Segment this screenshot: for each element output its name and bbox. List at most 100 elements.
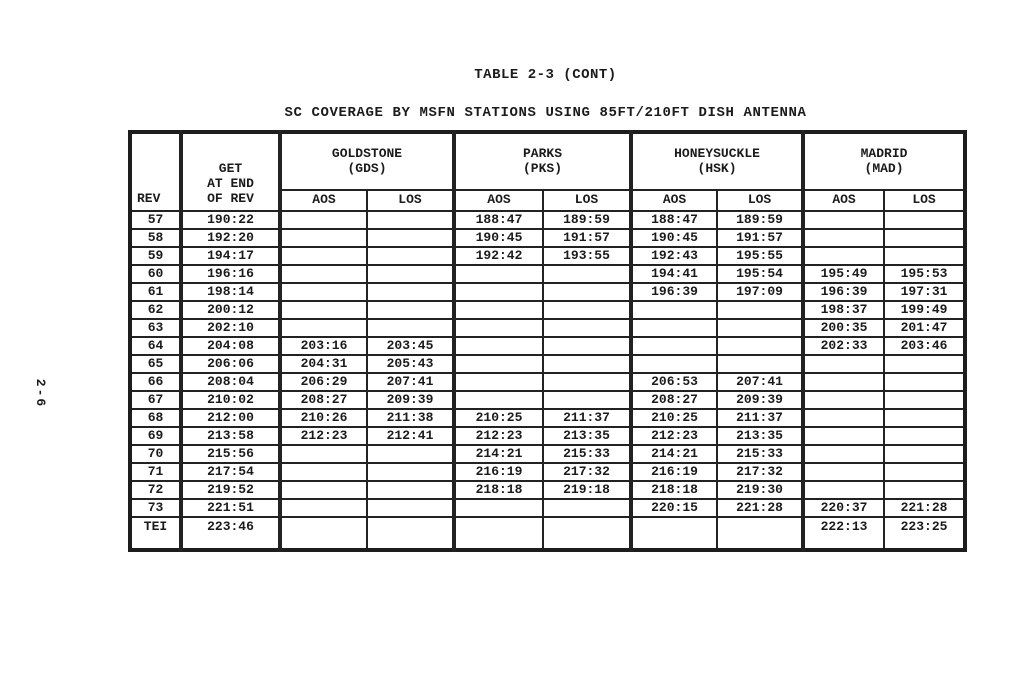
cell-get: 190:22 (179, 210, 281, 230)
table-row: 71 217:54 216:19 217:32 216:19 217:32 (129, 462, 967, 482)
row-rev-label: 60 (129, 264, 182, 284)
cell-gds-aos: 208:27 (278, 390, 368, 410)
cell-mad-aos (801, 426, 886, 446)
row-rev-label: 73 (129, 498, 182, 518)
cell-gds-aos: 204:31 (278, 354, 368, 374)
cell-hsk-los: 209:39 (716, 390, 805, 410)
cell-hsk-los (716, 336, 805, 356)
station-abbr: (PKS) (523, 160, 563, 176)
station-name: PARKS (523, 145, 563, 161)
row-rev-label: 65 (129, 354, 182, 374)
cell-gds-los (366, 264, 455, 284)
cell-pks-los (541, 336, 633, 356)
cell-get: 213:58 (179, 426, 281, 446)
row-rev-label: 58 (129, 228, 182, 248)
cell-mad-los (883, 462, 967, 482)
cell-mad-los: 221:28 (883, 498, 967, 518)
table-row: 67 210:02 208:27 209:39 208:27 209:39 (129, 390, 967, 410)
cell-pks-los (541, 372, 633, 392)
cell-hsk-los (716, 516, 805, 551)
station-header-madrid: MADRID (MAD) (801, 131, 967, 191)
cell-get: 206:06 (179, 354, 281, 374)
table-row: 60 196:16 194:41 195:54 195:49 195:53 (129, 264, 967, 284)
station-header-parks: PARKS (PKS) (451, 131, 633, 191)
table-subtitle: SC COVERAGE BY MSFN STATIONS USING 85FT/… (284, 105, 807, 121)
cell-mad-aos (801, 462, 886, 482)
table-row: 64 204:08 203:16 203:45 202:33 203:46 (129, 336, 967, 356)
gds-los-header: LOS (366, 189, 455, 212)
cell-gds-los (366, 282, 455, 302)
cell-hsk-aos: 214:21 (629, 444, 719, 464)
get-header-line: GET (218, 161, 243, 177)
table-row: 59 194:17 192:42 193:55 192:43 195:55 (129, 246, 967, 266)
cell-hsk-los: 197:09 (716, 282, 805, 302)
cell-mad-aos: 196:39 (801, 282, 886, 302)
table-row: 61 198:14 196:39 197:09 196:39 197:31 (129, 282, 967, 302)
cell-hsk-aos: 218:18 (629, 480, 719, 500)
cell-pks-aos: 192:42 (452, 246, 544, 266)
cell-mad-aos: 202:33 (801, 336, 886, 356)
cell-pks-los (541, 300, 633, 320)
cell-gds-aos (278, 210, 368, 230)
cell-mad-los (883, 354, 967, 374)
cell-pks-aos: 214:21 (452, 444, 544, 464)
cell-get: 204:08 (179, 336, 281, 356)
row-rev-label: 68 (129, 408, 182, 428)
cell-mad-aos (801, 444, 886, 464)
cell-pks-los: 217:32 (541, 462, 633, 482)
cell-pks-los (541, 354, 633, 374)
cell-get: 194:17 (179, 246, 281, 266)
cell-gds-los: 209:39 (366, 390, 455, 410)
cell-hsk-aos: 208:27 (629, 390, 719, 410)
cell-gds-aos (278, 516, 368, 551)
table-row: 68 212:00 210:26 211:38 210:25 211:37 210:25 21… (129, 408, 967, 428)
row-rev-label: 72 (129, 480, 182, 500)
cell-get: 196:16 (179, 264, 281, 284)
cell-hsk-los: 191:57 (716, 228, 805, 248)
cell-mad-los (883, 210, 967, 230)
cell-mad-los: 223:25 (883, 516, 967, 551)
cell-gds-aos (278, 462, 368, 482)
station-header-row: REV GET AT END OF REV GOLDSTONE (GDS) PA… (129, 131, 967, 212)
row-rev-label: 67 (129, 390, 182, 410)
cell-pks-los: 219:18 (541, 480, 633, 500)
row-rev-label: 59 (129, 246, 182, 266)
cell-pks-aos (452, 498, 544, 518)
table-row: 65 206:06 204:31 205:43 (129, 354, 967, 374)
table-row: 69 213:58 212:23 212:41 212:23 213:35 212:23 21… (129, 426, 967, 446)
cell-hsk-aos: 216:19 (629, 462, 719, 482)
get-header-line: AT END (207, 176, 254, 192)
cell-hsk-aos: 190:45 (629, 228, 719, 248)
cell-mad-los: 201:47 (883, 318, 967, 338)
table-title: TABLE 2-3 (CONT) (474, 67, 617, 83)
cell-pks-los: 189:59 (541, 210, 633, 230)
aos-los-header-row: AOS LOS AOS LOS AOS LOS AOS LOS (130, 189, 967, 212)
table-body: 57 190:22 188:47 189:59 188:47 189:59 58 192:20… (129, 210, 967, 551)
cell-pks-los: 211:37 (541, 408, 633, 428)
cell-get: 212:00 (179, 408, 281, 428)
cell-gds-los: 212:41 (366, 426, 455, 446)
cell-hsk-los: 211:37 (716, 408, 805, 428)
cell-hsk-aos (629, 300, 719, 320)
cell-gds-los (366, 462, 455, 482)
cell-get: 217:54 (179, 462, 281, 482)
hsk-aos-header: AOS (629, 189, 719, 212)
cell-pks-aos (452, 282, 544, 302)
coverage-table: REV GET AT END OF REV GOLDSTONE (GDS) PA… (128, 130, 968, 552)
cell-hsk-aos: 210:25 (629, 408, 719, 428)
mad-aos-header: AOS (801, 189, 886, 212)
cell-gds-aos: 210:26 (278, 408, 368, 428)
cell-mad-los (883, 228, 967, 248)
cell-pks-aos: 218:18 (452, 480, 544, 500)
cell-pks-los (541, 498, 633, 518)
cell-pks-aos (452, 516, 544, 551)
cell-mad-los: 199:49 (883, 300, 967, 320)
cell-hsk-los: 215:33 (716, 444, 805, 464)
cell-pks-aos (452, 318, 544, 338)
cell-hsk-aos: 194:41 (629, 264, 719, 284)
station-header-honeysuckle: HONEYSUCKLE (HSK) (629, 131, 805, 191)
cell-hsk-aos: 220:15 (629, 498, 719, 518)
row-rev-label: 57 (129, 210, 182, 230)
cell-pks-aos: 210:25 (452, 408, 544, 428)
cell-gds-los: 207:41 (366, 372, 455, 392)
